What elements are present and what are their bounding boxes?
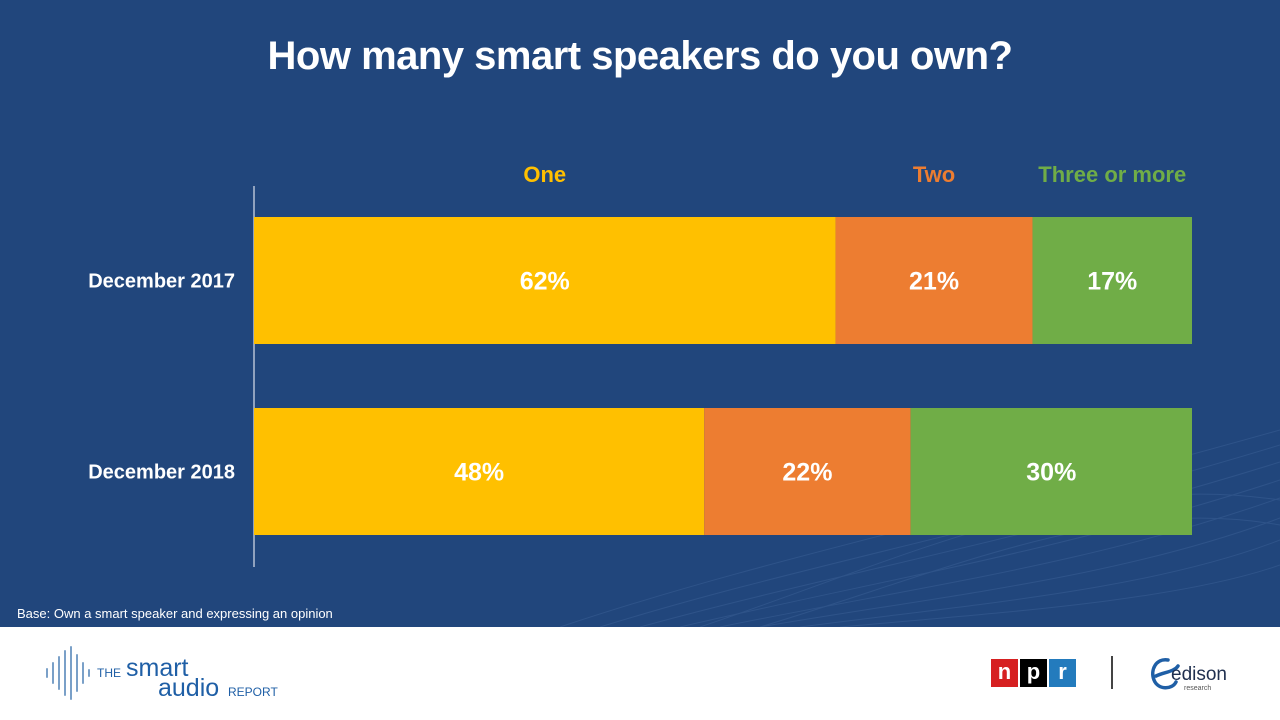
data-label: 22% (782, 459, 832, 487)
data-label: 17% (1087, 268, 1137, 296)
npr-letter-n: n (991, 659, 1018, 687)
base-note: Base: Own a smart speaker and expressing… (17, 606, 333, 621)
soundwave-icon (46, 646, 90, 700)
chart-title: How many smart speakers do you own? (267, 34, 1013, 78)
chart-panel: How many smart speakers do you own? Dece… (0, 0, 1280, 627)
edison-name: edison (1171, 664, 1227, 685)
data-label: 48% (454, 459, 504, 487)
logo-the: THE (97, 666, 121, 680)
npr-letter-r: r (1049, 659, 1076, 687)
data-label: 21% (909, 268, 959, 296)
bar-segment (254, 217, 836, 344)
bar-segment (254, 408, 705, 535)
edison-swirl-icon (1151, 658, 1180, 690)
edison-sub: research (1184, 685, 1212, 692)
npr-logo: n p r (991, 659, 1076, 687)
bar-segment (704, 408, 911, 535)
legend-entry: One (523, 162, 566, 187)
data-label: 62% (520, 268, 570, 296)
footer-divider (1111, 656, 1113, 689)
stacked-bar-chart: December 2017 62% 21% 17% December 2018 48% 22… (88, 162, 1192, 567)
legend-entry: Three or more (1038, 162, 1186, 187)
category-label: December 2018 (88, 462, 235, 484)
data-label: 30% (1026, 459, 1076, 487)
category-label: December 2017 (88, 271, 235, 293)
bar-segment (1032, 217, 1192, 344)
bar-segment (835, 217, 1033, 344)
logo-smart: smart (126, 654, 189, 682)
logo-report: REPORT (228, 685, 278, 699)
legend-entry: Two (913, 162, 955, 187)
npr-letter-p: p (1020, 659, 1047, 687)
bar-segment (910, 408, 1192, 535)
logo-audio: audio (158, 674, 220, 702)
